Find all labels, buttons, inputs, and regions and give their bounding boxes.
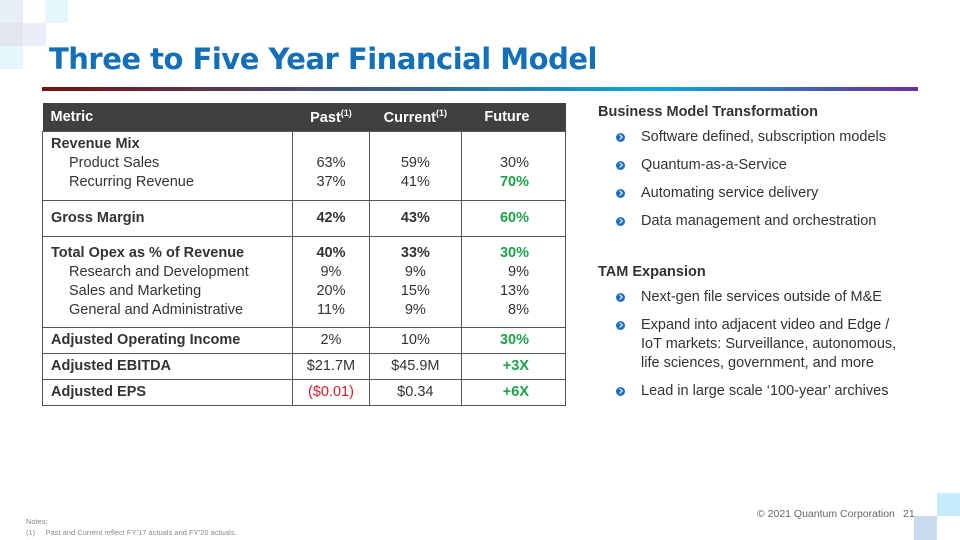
list-item: Automating service delivery: [598, 184, 928, 203]
list-item: Quantum-as-a-Service: [598, 156, 928, 175]
decor-square: [23, 23, 46, 46]
bullet-chevron-icon: [616, 189, 625, 198]
decor-square: [914, 516, 937, 540]
section-heading: Business Model Transformation: [598, 104, 818, 120]
strategy-panel: Business Model Transformation Software d…: [598, 104, 928, 410]
decor-square: [0, 46, 23, 69]
decor-square: [0, 0, 23, 23]
table-row: Gross Margin 42% 43% 60%: [41, 199, 566, 237]
decor-square: [937, 493, 960, 516]
table-row: Revenue Mix Product Sales Recurring Revenu…: [41, 130, 566, 201]
list-item: Lead in large scale ‘100-year’ archives: [598, 382, 928, 401]
decor-square: [45, 0, 68, 23]
copyright: © 2021 Quantum Corporation: [757, 508, 895, 520]
financial-model-table: Metric Past(1) Current(1) Future Revenue…: [41, 103, 566, 406]
bullet-chevron-icon: [616, 161, 625, 170]
bullet-chevron-icon: [616, 387, 625, 396]
bullet-chevron-icon: [616, 217, 625, 226]
footnotes: Notes: (1) Past and Current reflect FY’1…: [26, 517, 237, 537]
section-heading: TAM Expansion: [598, 264, 706, 280]
table-row: Adjusted EBITDA $21.7M $45.9M +3X: [41, 352, 566, 380]
list-item: Next-gen file services outside of M&E: [598, 288, 928, 307]
table-row: Total Opex as % of Revenue Research and D…: [41, 235, 566, 328]
decor-square: [0, 23, 23, 46]
table-header: Metric Past(1) Current(1) Future: [42, 103, 566, 131]
page-number: 21: [903, 508, 915, 520]
page-title: Three to Five Year Financial Model: [49, 42, 597, 76]
list-item: Data management and orchestration: [598, 212, 928, 231]
bullet-chevron-icon: [616, 321, 625, 330]
list-item: Expand into adjacent video and Edge / Io…: [598, 316, 898, 373]
list-item: Software defined, subscription models: [598, 128, 928, 147]
bullet-chevron-icon: [616, 133, 625, 142]
table-row: Adjusted Operating Income 2% 10% 30%: [41, 326, 566, 354]
bullet-chevron-icon: [616, 293, 625, 302]
gradient-divider: [42, 87, 918, 91]
table-row: Adjusted EPS ($0.01) $0.34 +6X: [41, 378, 566, 406]
